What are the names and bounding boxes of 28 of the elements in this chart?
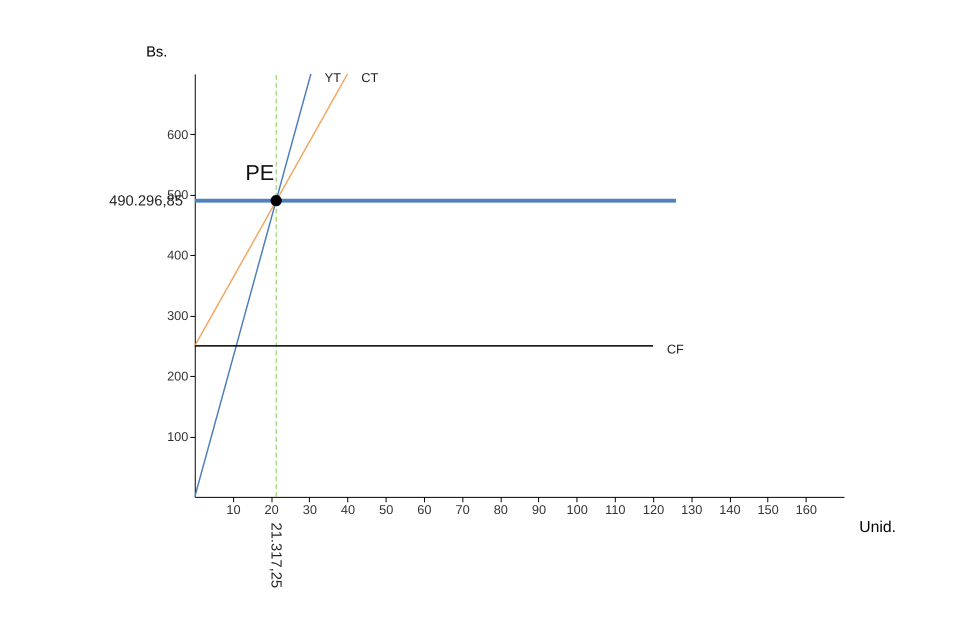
y-tick-label: 400 bbox=[167, 248, 188, 263]
series-label: YT bbox=[324, 70, 342, 85]
x-tick-label: 90 bbox=[532, 502, 546, 518]
series-label: CT bbox=[361, 70, 379, 85]
annotation: PE bbox=[245, 160, 274, 185]
ref-line-label: 21.317,25 bbox=[267, 522, 284, 588]
y-axis-title: Bs. bbox=[146, 44, 168, 61]
y-tick-label: 600 bbox=[167, 126, 188, 142]
x-tick-label: 70 bbox=[455, 502, 470, 518]
x-tick-label: 20 bbox=[264, 502, 279, 518]
y-tick-label: 300 bbox=[167, 308, 188, 324]
x-tick-label: 130 bbox=[681, 502, 702, 518]
x-tick-label: 140 bbox=[719, 502, 741, 518]
x-tick-label: 30 bbox=[302, 502, 317, 518]
x-tick-label: 80 bbox=[494, 502, 508, 518]
x-tick-label: 10 bbox=[226, 502, 241, 518]
x-tick-label: 40 bbox=[340, 502, 356, 518]
x-tick-label: 110 bbox=[605, 502, 626, 518]
x-tick-label: 100 bbox=[566, 502, 588, 518]
x-axis-title: Unid. bbox=[859, 518, 896, 536]
x-tick-label: 50 bbox=[379, 502, 394, 518]
y-tick-label: 200 bbox=[167, 368, 188, 384]
x-tick-label: 160 bbox=[796, 502, 817, 518]
x-tick-label: 150 bbox=[757, 502, 779, 518]
x-tick-label: 120 bbox=[642, 502, 664, 518]
series-label: CF bbox=[666, 342, 684, 357]
y-tick-label: 100 bbox=[167, 428, 188, 444]
x-tick-label: 60 bbox=[417, 502, 432, 518]
